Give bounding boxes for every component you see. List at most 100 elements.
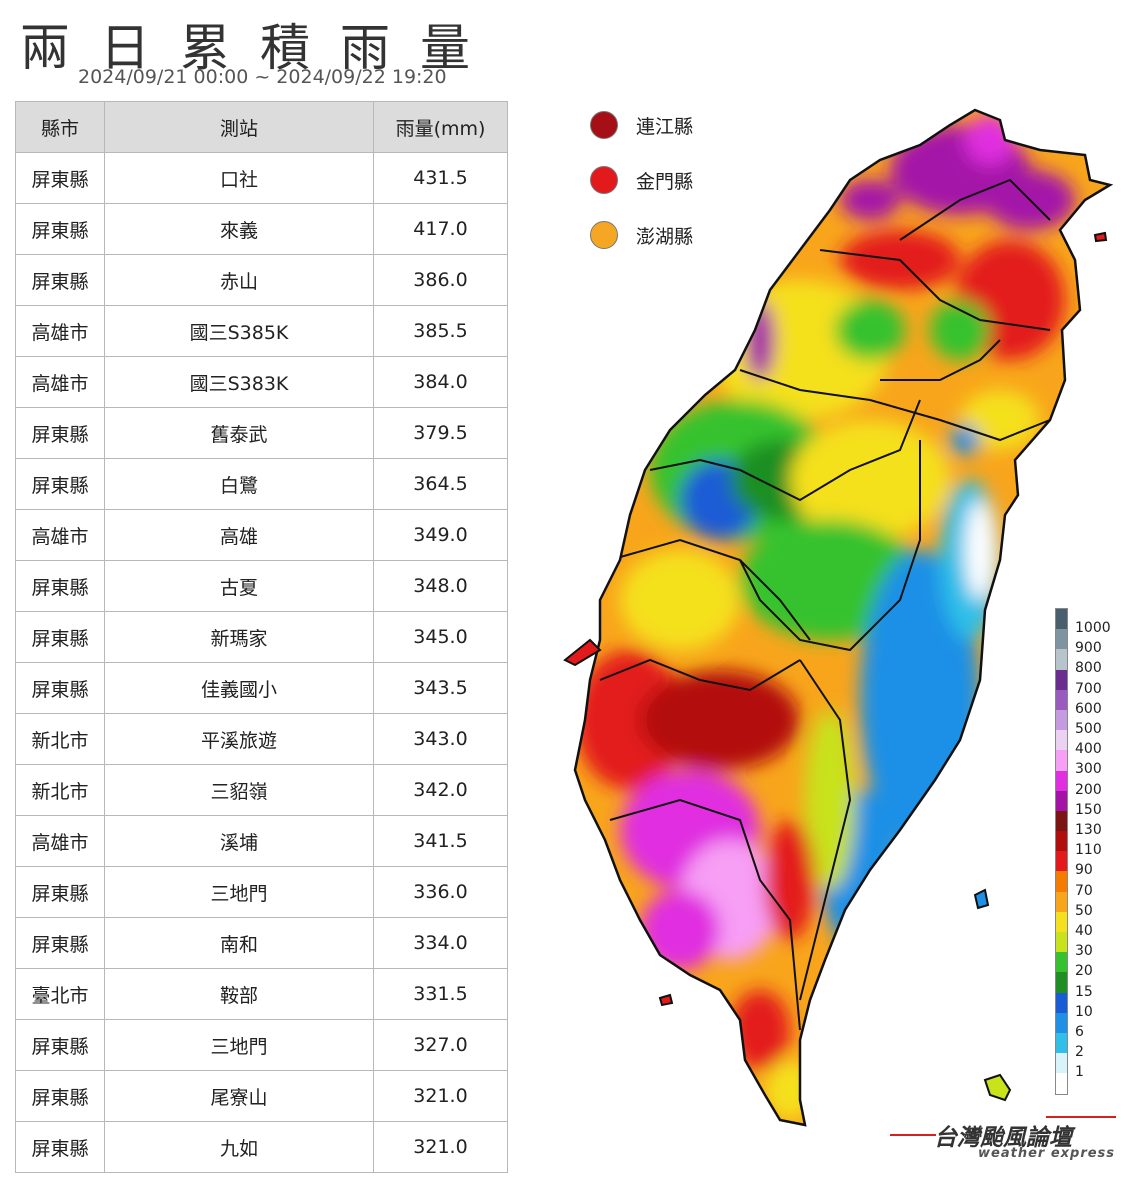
table-row: 高雄市 國三S385K 385.5 [15,305,508,357]
cell-rainfall: 431.5 [373,152,508,204]
scale-tick-label: 1 [1075,1064,1084,1081]
table-row: 屏東縣 新瑪家 345.0 [15,611,508,663]
scale-tick-label: 900 [1075,640,1102,657]
table-row: 屏東縣 三地門 327.0 [15,1019,508,1071]
scale-swatch [1055,891,1068,912]
scale-swatch [1055,609,1068,630]
cell-county: 新北市 [15,713,105,765]
cell-rainfall: 321.0 [373,1070,508,1122]
legend-item: 連江縣 [590,110,693,140]
cell-county: 屏東縣 [15,1070,105,1122]
scale-tick-label: 700 [1075,680,1102,697]
scale-tick-label: 200 [1075,781,1102,798]
table-row: 高雄市 國三S383K 384.0 [15,356,508,408]
cell-station: 赤山 [104,254,374,306]
cell-rainfall: 343.5 [373,662,508,714]
table-row: 屏東縣 舊泰武 379.5 [15,407,508,459]
rain-area [965,500,995,600]
table-row: 臺北市 鞍部 331.5 [15,968,508,1020]
cell-rainfall: 386.0 [373,254,508,306]
brand-name: 台灣颱風論壇 [934,1125,1072,1151]
table-row: 高雄市 溪埔 341.5 [15,815,508,867]
table-header-row: 縣市 測站 雨量(mm) [15,101,508,153]
legend-item: 金門縣 [590,165,693,195]
rain-area [950,425,980,455]
rain-area [730,990,790,1070]
cell-rainfall: 348.0 [373,560,508,612]
scale-swatch [1055,1073,1068,1094]
scale-swatch [1055,709,1068,731]
cell-rainfall: 327.0 [373,1019,508,1071]
cell-county: 屏東縣 [15,866,105,918]
cell-county: 高雄市 [15,509,105,561]
scale-swatch [1055,669,1068,690]
county-boundary [649,399,921,502]
scale-swatch [1055,911,1068,932]
cell-rainfall: 385.5 [373,305,508,357]
table-row: 屏東縣 白鷺 364.5 [15,458,508,510]
cell-station: 九如 [104,1121,374,1173]
cell-rainfall: 336.0 [373,866,508,918]
scale-tick-label: 50 [1075,902,1093,919]
cell-county: 屏東縣 [15,917,105,969]
guishan-islet [1093,231,1108,243]
cell-rainfall: 345.0 [373,611,508,663]
cell-station: 新瑪家 [104,611,374,663]
cell-rainfall: 417.0 [373,203,508,255]
cell-station: 三地門 [104,1019,374,1071]
legend-item: 澎湖縣 [590,220,693,250]
scale-swatch [1055,790,1068,811]
scale-tick-label: 400 [1075,741,1102,758]
scale-swatch [1055,871,1068,892]
scale-tick-label: 15 [1075,983,1093,1000]
legend-label: 金門縣 [636,170,694,193]
scale-tick-label: 40 [1075,923,1093,939]
rain-area [640,890,720,970]
cell-county: 臺北市 [15,968,105,1020]
cell-station: 古夏 [104,560,374,612]
table-row: 屏東縣 尾寮山 321.0 [15,1070,508,1122]
cell-rainfall: 384.0 [373,356,508,408]
cell-station: 來義 [104,203,374,255]
cell-county: 高雄市 [15,815,105,867]
cell-rainfall: 321.0 [373,1121,508,1173]
county-boundary [609,798,801,1031]
legend-label: 連江縣 [636,115,694,138]
cell-station: 平溪旅遊 [104,713,374,765]
cell-station: 溪埔 [104,815,374,867]
table-row: 新北市 三貂嶺 342.0 [15,764,508,816]
scale-tick-label: 6 [1075,1024,1084,1040]
table-row: 屏東縣 來義 417.0 [15,203,508,255]
column-header-station: 測站 [104,101,374,153]
scale-tick-label: 30 [1075,943,1093,960]
brand-subtitle: weather express [978,1146,1116,1161]
penghu-islet [563,638,602,667]
cell-station: 白鷺 [104,458,374,510]
scale-tick-label: 150 [1075,801,1102,818]
scale-swatch [1055,952,1068,973]
liuqiu-islet [658,993,674,1007]
rain-area [960,390,1040,450]
cell-station: 三地門 [104,866,374,918]
table-row: 屏東縣 赤山 386.0 [15,254,508,306]
cell-rainfall: 341.5 [373,815,508,867]
cell-county: 屏東縣 [15,1121,105,1173]
cell-county: 屏東縣 [15,662,105,714]
green-island [973,888,990,910]
brand-accent-line [890,1134,936,1136]
cell-rainfall: 379.5 [373,407,508,459]
cell-county: 高雄市 [15,305,105,357]
rainfall-table: 縣市 測站 雨量(mm) 屏東縣 口社 431.5 屏東縣 來義 417.0 屏東縣 赤山 38… [15,101,508,1173]
scale-swatch [1055,972,1068,993]
column-header-county: 縣市 [15,101,105,153]
table-row: 屏東縣 佳義國小 343.5 [15,662,508,714]
cell-rainfall: 343.0 [373,713,508,765]
orchid-island [983,1073,1012,1102]
rain-area [840,180,900,220]
taiwan-rainfall-map [563,108,1114,1127]
legend-color-dot [590,111,618,139]
brand-accent-line [1046,1116,1116,1118]
scale-tick-label: 20 [1075,963,1093,980]
county-boundary [739,440,921,652]
scale-tick-label: 800 [1075,660,1102,677]
